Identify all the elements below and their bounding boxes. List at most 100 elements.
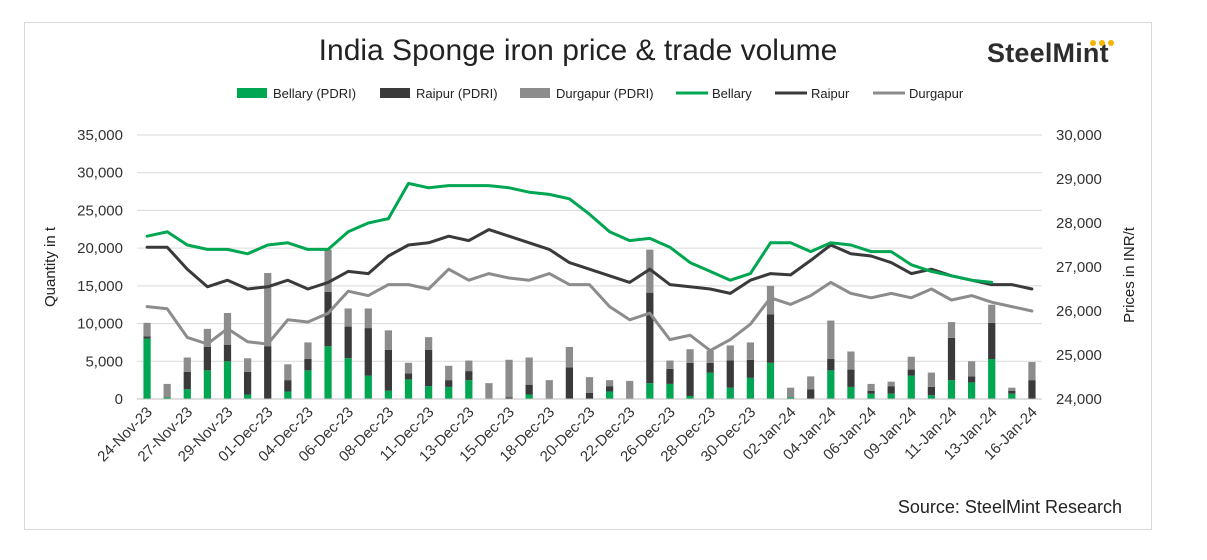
bar-durgapur	[746, 342, 755, 360]
bar-durgapur	[867, 383, 875, 391]
bar-bellary	[646, 383, 654, 399]
y-axis-label: Quantity in t	[42, 226, 59, 307]
bar-durgapur	[424, 337, 433, 350]
bar-durgapur	[304, 342, 312, 360]
bar-bellary	[706, 372, 714, 399]
line-durgapur	[145, 267, 1034, 353]
bar-durgapur	[686, 349, 694, 363]
bar-raipur	[223, 344, 232, 362]
bar-bellary	[364, 375, 372, 399]
axes: 0 5,000 10,000 15,000 20,000 25,000 30,000 35,0…	[77, 127, 1102, 465]
y-tick-label: 20,000	[77, 240, 123, 257]
y-tick-label: 5,000	[85, 353, 123, 370]
bar-raipur	[726, 360, 734, 388]
bar-raipur	[666, 368, 674, 384]
bar-bellary	[887, 393, 895, 399]
bar-raipur	[947, 337, 956, 381]
price-lines	[145, 181, 1034, 353]
bar-durgapur	[364, 308, 372, 329]
bar-bellary	[847, 386, 855, 399]
legend-label: Raipur (PDRI)	[416, 86, 498, 101]
bar-raipur	[344, 326, 352, 359]
bar-durgapur	[646, 249, 654, 293]
bar-bellary	[163, 397, 171, 399]
bar-raipur	[907, 369, 915, 376]
bar-raipur	[384, 349, 393, 391]
bar-raipur	[445, 380, 453, 387]
bar-durgapur	[485, 383, 493, 399]
logo-dots-icon	[1090, 40, 1114, 46]
bar-durgapur	[1008, 387, 1016, 391]
chart-title: India Sponge iron price & trade volume	[318, 34, 838, 67]
bar-bellary	[284, 391, 292, 399]
bar-raipur	[143, 336, 151, 339]
bar-bellary	[424, 386, 433, 399]
y2-tick-label: 24,000	[1056, 391, 1102, 408]
bar-raipur	[284, 380, 292, 392]
legend-swatch	[380, 88, 410, 98]
bar-raipur	[585, 392, 594, 399]
bar-bellary	[324, 346, 332, 399]
bar-raipur	[1008, 390, 1016, 394]
bar-durgapur	[183, 357, 191, 372]
bar-bellary	[766, 362, 775, 399]
bar-bellary	[605, 391, 614, 399]
bar-bellary	[243, 394, 252, 399]
y-tick-label: 10,000	[77, 316, 123, 333]
chart-frame	[24, 22, 1152, 530]
bar-bellary	[988, 359, 996, 399]
bar-raipur	[525, 384, 533, 395]
y2-tick-label: 27,000	[1056, 259, 1102, 276]
y2-tick-label: 25,000	[1056, 347, 1102, 364]
bar-raipur	[646, 292, 654, 384]
bar-durgapur	[907, 356, 915, 370]
bar-durgapur	[947, 322, 956, 338]
bar-durgapur	[565, 346, 574, 368]
bar-raipur	[424, 349, 433, 387]
bar-durgapur	[847, 351, 855, 370]
bar-bellary	[726, 387, 734, 399]
legend-swatch	[520, 88, 550, 98]
bar-raipur	[988, 322, 996, 360]
bar-durgapur	[545, 380, 553, 399]
legend-label: Bellary	[712, 86, 752, 101]
y2-axis-label: Prices in INR/t	[1121, 226, 1138, 323]
bar-bellary	[686, 395, 694, 399]
bar-raipur	[505, 397, 513, 399]
bar-raipur	[827, 359, 835, 371]
y-tick-label: 30,000	[77, 165, 123, 182]
legend-swatch	[237, 88, 267, 98]
bar-bellary	[203, 370, 212, 399]
bar-durgapur	[525, 357, 533, 385]
bar-raipur	[203, 346, 212, 371]
bar-durgapur	[324, 249, 332, 292]
bar-durgapur	[927, 372, 936, 387]
bar-durgapur	[1028, 362, 1036, 381]
bar-raipur	[404, 373, 413, 380]
bar-durgapur	[726, 345, 734, 361]
bar-bellary	[223, 361, 232, 399]
bar-durgapur	[203, 328, 212, 347]
source-note: Source: SteelMint Research	[897, 497, 1122, 517]
bar-bellary	[404, 379, 413, 399]
y-tick-label: 15,000	[77, 278, 123, 295]
bar-bellary	[927, 395, 936, 399]
legend-label: Bellary (PDRI)	[273, 86, 356, 101]
y-tick-label: 0	[115, 391, 123, 408]
bar-raipur	[746, 359, 755, 378]
bar-durgapur	[465, 360, 473, 372]
bar-durgapur	[404, 362, 413, 374]
bar-raipur	[927, 386, 936, 396]
bar-bellary	[445, 386, 453, 399]
bar-raipur	[324, 291, 332, 347]
legend: Bellary (PDRI) Raipur (PDRI) Durgapur (PDR…	[237, 86, 964, 101]
bar-bellary	[786, 397, 795, 399]
bar-raipur	[364, 328, 372, 376]
bar-bellary	[344, 358, 352, 399]
bar-bellary	[907, 375, 915, 399]
bar-durgapur	[988, 304, 996, 323]
y2-tick-label: 30,000	[1056, 127, 1102, 144]
bar-raipur	[766, 314, 775, 363]
bar-raipur	[867, 390, 875, 394]
bar-bellary	[304, 370, 312, 399]
